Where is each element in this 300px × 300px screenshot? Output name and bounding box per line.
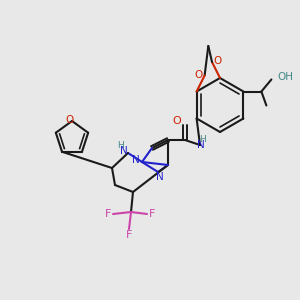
- Text: OH: OH: [278, 73, 293, 82]
- Text: O: O: [66, 115, 74, 125]
- Text: O: O: [213, 56, 221, 66]
- Text: H: H: [199, 134, 206, 143]
- Text: F: F: [126, 230, 132, 240]
- Text: O: O: [194, 70, 203, 80]
- Text: N: N: [132, 155, 140, 165]
- Text: F: F: [149, 209, 155, 219]
- Text: N: N: [156, 172, 164, 182]
- Text: N: N: [120, 146, 128, 156]
- Text: N: N: [197, 140, 205, 150]
- Text: O: O: [172, 116, 182, 126]
- Text: F: F: [105, 209, 111, 219]
- Text: H: H: [117, 140, 123, 149]
